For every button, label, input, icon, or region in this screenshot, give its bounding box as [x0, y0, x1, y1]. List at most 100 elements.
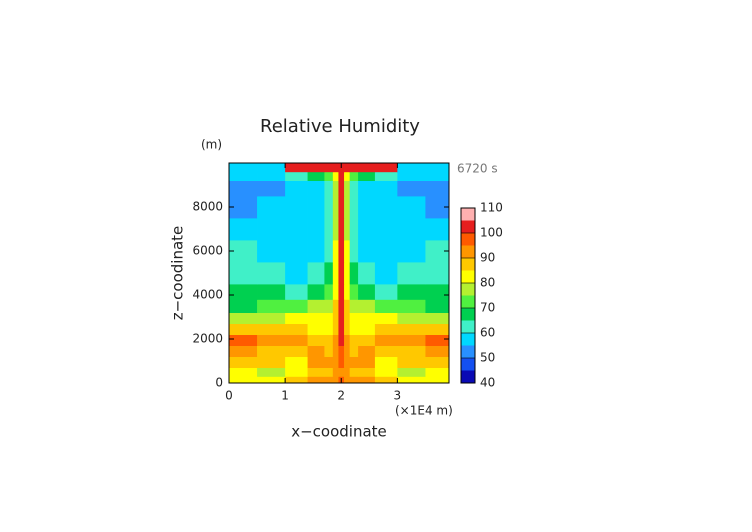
- colorbar-label: 90: [480, 251, 495, 265]
- contour-cell: [229, 312, 258, 324]
- contour-cell: [324, 218, 334, 241]
- contour-cell: [338, 218, 345, 241]
- contour-cell: [324, 334, 334, 346]
- contour-cell: [425, 356, 450, 368]
- contour-cell: [332, 163, 339, 173]
- contour-cell: [338, 240, 345, 263]
- contour-cell: [338, 299, 345, 313]
- contour-cell: [332, 180, 339, 197]
- contour-cell: [358, 345, 376, 357]
- contour-cell: [285, 171, 308, 181]
- contour-cell: [358, 240, 376, 263]
- contour-cell: [397, 218, 426, 241]
- contour-cell: [324, 345, 334, 357]
- contour-cell: [338, 171, 345, 181]
- contour-cell: [285, 299, 308, 313]
- contour-cell: [425, 171, 450, 181]
- contour-cell: [332, 299, 339, 313]
- contour-cell: [229, 345, 258, 357]
- colorbar-swatch: [461, 345, 475, 358]
- contour-cell: [257, 171, 286, 181]
- contour-cell: [307, 299, 325, 313]
- contour-cell: [374, 367, 398, 377]
- contour-cell: [358, 171, 376, 181]
- contour-cell: [285, 262, 308, 285]
- contour-cell: [349, 163, 359, 173]
- contour-cell: [344, 312, 351, 324]
- contour-cell: [324, 323, 334, 335]
- contour-cell: [397, 262, 426, 285]
- contour-cell: [397, 284, 426, 300]
- x-tick-label: 3: [394, 389, 402, 403]
- contour-cell: [349, 345, 359, 357]
- contour-cell: [358, 312, 376, 324]
- contour-cell: [307, 180, 325, 197]
- colorbar-swatch: [461, 233, 475, 246]
- contour-cell: [338, 334, 345, 346]
- colorbar-swatch: [461, 370, 475, 383]
- contour-cell: [358, 334, 376, 346]
- contour-cell: [332, 376, 339, 384]
- contour-cell: [425, 196, 450, 219]
- contour-cell: [425, 323, 450, 335]
- contour-cell: [397, 171, 426, 181]
- x-tick-label: 1: [281, 389, 289, 403]
- colorbar-label: 40: [480, 376, 495, 390]
- annotation: 6720 s: [457, 162, 498, 176]
- colorbar-label: 70: [480, 301, 495, 315]
- contour-cell: [374, 334, 398, 346]
- contour-cell: [358, 367, 376, 377]
- contour-cell: [374, 284, 398, 300]
- contour-cell: [397, 345, 426, 357]
- y-axis-label: z−coodinate: [169, 226, 187, 321]
- contour-cell: [349, 262, 359, 285]
- contour-cell: [374, 196, 398, 219]
- contour-cell: [425, 163, 450, 173]
- contour-cell: [425, 312, 450, 324]
- y-tick-label: 4000: [192, 288, 223, 302]
- contour-cell: [397, 196, 426, 219]
- contour-cell: [229, 262, 258, 285]
- contour-cell: [338, 262, 345, 285]
- colorbar-label: 110: [480, 201, 503, 215]
- contour-cell: [307, 376, 325, 384]
- contour-cell: [338, 367, 345, 377]
- chart-title: Relative Humidity: [260, 116, 420, 137]
- contour-cell: [374, 218, 398, 241]
- contour-cell: [229, 334, 258, 346]
- contour-cell: [257, 312, 286, 324]
- colorbar-swatch: [461, 333, 475, 346]
- contour-cell: [285, 367, 308, 377]
- colorbar-swatch: [461, 295, 475, 308]
- contour-cell: [332, 323, 339, 335]
- contour-cell: [425, 180, 450, 197]
- contour-cell: [324, 180, 334, 197]
- contour-cell: [285, 284, 308, 300]
- x-tick-label: 0: [225, 389, 233, 403]
- contour-cell: [374, 171, 398, 181]
- colorbar-swatch: [461, 258, 475, 271]
- contour-cell: [285, 376, 308, 384]
- contour-cell: [229, 376, 258, 384]
- contour-cell: [374, 180, 398, 197]
- contour-cell: [324, 376, 334, 384]
- contour-cell: [425, 376, 450, 384]
- contour-cell: [285, 163, 308, 173]
- contour-cell: [344, 367, 351, 377]
- contour-cell: [344, 323, 351, 335]
- contour-cell: [307, 345, 325, 357]
- contour-cell: [397, 180, 426, 197]
- colorbar-swatch: [461, 270, 475, 283]
- contour-cell: [374, 376, 398, 384]
- contour-cell: [332, 262, 339, 285]
- contour-cell: [324, 356, 334, 368]
- colorbar-swatch: [461, 320, 475, 333]
- contour-cell: [332, 367, 339, 377]
- contour-cell: [397, 323, 426, 335]
- contour-cell: [332, 356, 339, 368]
- colorbar-label: 60: [480, 326, 495, 340]
- x-tick-label: 2: [337, 389, 345, 403]
- contour-cell: [307, 240, 325, 263]
- contour-cell: [257, 284, 286, 300]
- contour-cell: [374, 323, 398, 335]
